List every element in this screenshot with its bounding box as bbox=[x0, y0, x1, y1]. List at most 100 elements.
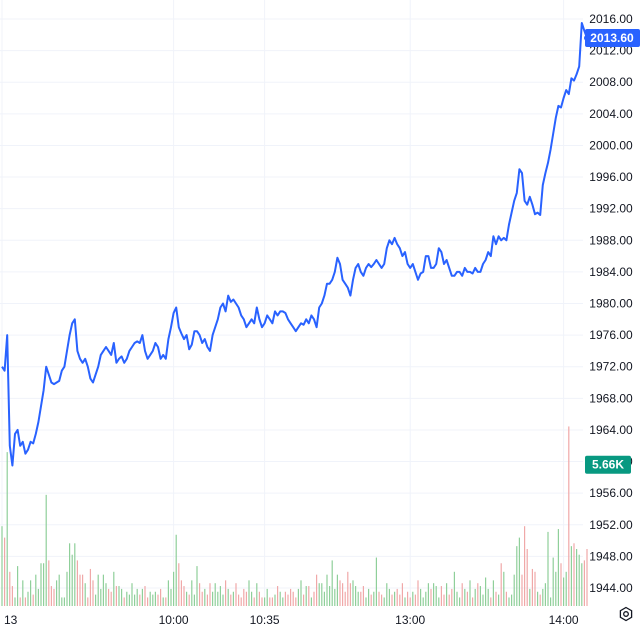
volume-bar bbox=[32, 594, 34, 606]
volume-bar bbox=[500, 563, 502, 606]
volume-bar bbox=[547, 531, 549, 606]
volume-bar bbox=[581, 563, 583, 606]
last-price-label: 2013.60 bbox=[590, 31, 634, 45]
volume-bar bbox=[258, 591, 260, 606]
x-axis: 13 10:00 10:35 13:00 14:00 bbox=[4, 613, 579, 627]
volume-bar bbox=[22, 580, 24, 606]
volume-bar bbox=[308, 586, 310, 606]
volume-bar bbox=[232, 591, 234, 606]
volume-bar bbox=[149, 591, 151, 606]
y-tick-label: 1964.00 bbox=[589, 423, 633, 437]
volume-bar bbox=[74, 543, 76, 606]
volume-bar bbox=[310, 597, 312, 606]
volume-bar bbox=[115, 586, 117, 606]
volume-bar bbox=[482, 594, 484, 606]
volume-bar bbox=[225, 580, 227, 606]
y-tick-label: 1992.00 bbox=[589, 202, 633, 216]
volume-bar bbox=[209, 583, 211, 606]
volume-bar bbox=[84, 583, 86, 606]
volume-bar bbox=[557, 529, 559, 606]
volume-bar bbox=[102, 574, 104, 606]
volume-bar bbox=[87, 597, 89, 606]
volume-bar bbox=[300, 580, 302, 606]
volume-bar bbox=[537, 591, 539, 606]
volume-bar bbox=[399, 594, 401, 606]
volume-bar bbox=[316, 574, 318, 606]
volume-bar bbox=[422, 597, 424, 606]
volume-bar bbox=[459, 597, 461, 606]
volume-bar bbox=[430, 588, 432, 606]
volume-bar bbox=[157, 594, 159, 606]
volume-bar bbox=[368, 588, 370, 606]
volume-bar bbox=[516, 546, 518, 606]
volume-bar bbox=[136, 588, 138, 606]
volume-bar bbox=[479, 586, 481, 606]
volume-bar bbox=[336, 574, 338, 606]
volume-bar bbox=[167, 580, 169, 606]
volume-bar bbox=[82, 574, 84, 606]
volume-bar bbox=[503, 571, 505, 606]
y-tick-label: 1948.00 bbox=[589, 549, 633, 563]
volume-bar bbox=[492, 580, 494, 606]
volume-bar bbox=[14, 597, 16, 606]
volume-bar bbox=[461, 583, 463, 606]
volume-bar bbox=[43, 563, 45, 606]
volume-bar bbox=[134, 594, 136, 606]
volume-bar bbox=[409, 597, 411, 606]
volume-bar bbox=[173, 571, 175, 606]
volume-bar bbox=[92, 580, 94, 606]
volume-bar bbox=[48, 560, 50, 606]
chart-settings-button[interactable] bbox=[616, 604, 636, 624]
volume-bar bbox=[212, 591, 214, 606]
volume-bar bbox=[245, 591, 247, 606]
volume-bar bbox=[565, 571, 567, 606]
y-axis: 2016.00 2012.00 2008.00 2004.00 2000.00 1996.… bbox=[589, 12, 633, 595]
volume-bar bbox=[396, 588, 398, 606]
volume-bar bbox=[128, 594, 130, 606]
volume-bar bbox=[477, 583, 479, 606]
volume-bar bbox=[451, 588, 453, 606]
volume-bar bbox=[542, 588, 544, 606]
volume-bar bbox=[339, 580, 341, 606]
volume-bar bbox=[474, 588, 476, 606]
volume-bar bbox=[355, 586, 357, 606]
volume-bar bbox=[175, 534, 177, 606]
volume-bar bbox=[256, 583, 258, 606]
volume-bar bbox=[108, 588, 110, 606]
x-tick-label: 13:00 bbox=[395, 613, 425, 627]
last-volume-label: 5.66K bbox=[592, 458, 624, 472]
volume-bar bbox=[568, 426, 570, 606]
volume-bar bbox=[560, 563, 562, 606]
volume-bar bbox=[586, 549, 588, 606]
volume-bar bbox=[529, 588, 531, 606]
y-tick-label: 2016.00 bbox=[589, 12, 633, 26]
volume-bar bbox=[162, 597, 164, 606]
gear-icon bbox=[619, 606, 633, 622]
volume-bar bbox=[544, 583, 546, 606]
volume-bar bbox=[425, 591, 427, 606]
y-tick-label: 2012.00 bbox=[589, 44, 633, 58]
y-tick-label: 2004.00 bbox=[589, 107, 633, 121]
volume-bar bbox=[466, 591, 468, 606]
last-price-badge bbox=[585, 28, 640, 47]
volume-bar bbox=[204, 588, 206, 606]
volume-bar bbox=[178, 563, 180, 606]
y-tick-label: 1996.00 bbox=[589, 170, 633, 184]
volume-bar bbox=[188, 594, 190, 606]
volume-bar bbox=[472, 597, 474, 606]
volume-bar bbox=[199, 583, 201, 606]
y-tick-label: 1968.00 bbox=[589, 391, 633, 405]
volume-bar bbox=[578, 554, 580, 606]
volume-bar bbox=[251, 591, 253, 606]
volume-bar bbox=[362, 586, 364, 606]
y-tick-label: 2000.00 bbox=[589, 138, 633, 152]
volume-bar bbox=[219, 586, 221, 606]
volume-bar bbox=[435, 586, 437, 606]
volume-bar bbox=[243, 588, 245, 606]
volume-bar bbox=[180, 580, 182, 606]
volume-bar bbox=[448, 594, 450, 606]
volume-bar bbox=[61, 597, 63, 606]
volume-bar bbox=[524, 526, 526, 606]
volume-bar bbox=[69, 543, 71, 606]
